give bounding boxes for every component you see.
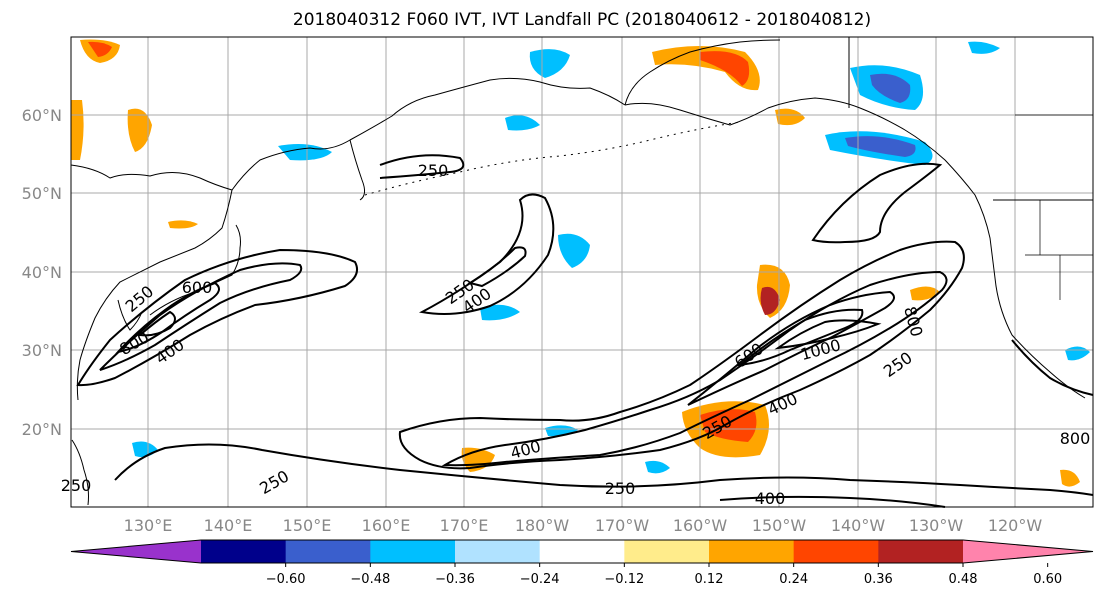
lon-tick-label: 170°W — [595, 516, 650, 535]
coastlines — [70, 37, 1093, 506]
lon-tick-label: 130°E — [124, 516, 173, 535]
colorbar-tick-label: −0.24 — [520, 572, 560, 587]
ivt-contour — [736, 308, 864, 367]
ivt-contour — [137, 310, 176, 337]
ivt-contour — [114, 443, 1094, 496]
pc-patch-positive — [168, 220, 198, 229]
colorbar-tick-label: 0.36 — [864, 572, 893, 587]
lat-tick-label: 60°N — [22, 106, 62, 125]
lat-tick-label: 20°N — [22, 420, 62, 439]
colorbar-cell — [370, 540, 456, 563]
colorbar-extend-max — [963, 540, 1093, 563]
lon-tick-label: 180°W — [515, 516, 570, 535]
colorbar-outline — [70, 539, 1094, 564]
lon-tick-label: 130°W — [909, 516, 964, 535]
alaska-coastline — [624, 97, 1086, 399]
pc-patch-positive — [1060, 469, 1080, 487]
ivt-contour — [811, 162, 943, 244]
colorbar-cell — [539, 540, 625, 563]
colorbar-cell — [878, 540, 964, 563]
korea-coastline — [117, 299, 143, 331]
lat-tick-labels: 60°N 50°N 40°N 30°N 20°N — [22, 106, 62, 439]
us-state-borders — [1015, 114, 1093, 300]
colorbar: −0.60 −0.48 −0.36 −0.24 −0.12 0.12 0.24 0.36 0.4… — [70, 539, 1094, 587]
contour-label: 600 — [182, 278, 213, 297]
colorbar-cell — [201, 540, 287, 563]
lon-tick-label: 170°E — [440, 516, 489, 535]
pc-patch-negative — [278, 144, 332, 161]
pc-patch-negative — [845, 136, 916, 157]
ivt-contour — [1011, 339, 1094, 396]
japan-coastline — [149, 224, 241, 316]
canada-border — [848, 37, 1093, 201]
lon-tick-label: 120°W — [988, 516, 1043, 535]
pc-patch-positive — [775, 108, 805, 126]
colorbar-cell — [285, 540, 371, 563]
contour-label: 250 — [61, 476, 92, 495]
pc-patch-positive — [700, 51, 750, 86]
pc-patch-negative — [558, 233, 590, 268]
taiwan-coastline — [71, 439, 89, 506]
contour-label: 250 — [605, 479, 636, 498]
pc-patch-negative — [505, 115, 540, 131]
pc-patch-negative — [870, 73, 911, 103]
colorbar-tick-label: −0.48 — [350, 572, 390, 587]
ivt-contour — [719, 495, 946, 508]
pc-patch-positive — [760, 286, 780, 315]
contour-label: 800 — [1060, 429, 1091, 448]
graticule — [71, 37, 1093, 507]
colorbar-tick-label: −0.12 — [604, 572, 644, 587]
pc-patch-negative — [645, 460, 670, 474]
colorbar-tick-label: 0.48 — [949, 572, 978, 587]
ivt-contour — [687, 290, 895, 406]
lat-tick-label: 30°N — [22, 341, 62, 360]
ivt-contours — [76, 154, 1094, 508]
lon-tick-label: 140°E — [204, 516, 253, 535]
colorbar-tick-label: −0.60 — [266, 572, 306, 587]
colorbar-cell — [709, 540, 795, 563]
ivt-contour — [379, 154, 465, 179]
lon-tick-label: 160°W — [673, 516, 728, 535]
lon-tick-label: 150°W — [752, 516, 807, 535]
lon-tick-labels: 130°E 140°E 150°E 160°E 170°E 180°W 170°… — [124, 516, 1043, 535]
asia-coastline — [70, 77, 626, 191]
contour-label: 250 — [418, 161, 449, 180]
colorbar-tick-label: −0.36 — [435, 572, 475, 587]
pc-patch-positive — [88, 41, 112, 57]
lat-tick-label: 40°N — [22, 263, 62, 282]
kamchatka-coastline — [349, 139, 366, 201]
ivt-contour — [774, 319, 882, 350]
pc-patch-negative — [480, 304, 520, 321]
pc-patch-positive — [910, 286, 940, 301]
colorbar-tick-label: 0.24 — [779, 572, 808, 587]
ivt-contour — [467, 246, 527, 288]
lon-tick-label: 160°E — [362, 516, 411, 535]
pc-patch-negative — [529, 49, 570, 78]
contour-label: 400 — [755, 489, 786, 508]
colorbar-tick-label: 0.60 — [1033, 572, 1062, 587]
pc-patch-positive — [127, 108, 152, 152]
ivt-contour — [99, 262, 303, 371]
figure-title: 2018040312 F060 IVT, IVT Landfall PC (20… — [293, 10, 871, 30]
pc-patch-negative — [968, 41, 1000, 54]
colorbar-cell — [455, 540, 541, 563]
map-panel: 250 600 250 800 400 250 400 250 400 250 … — [61, 36, 1094, 508]
colorbar-cell — [624, 540, 710, 563]
ivt-contour — [115, 281, 220, 354]
colorbar-extend-min — [71, 540, 201, 563]
alaska-north-outline — [624, 39, 781, 106]
map-frame — [70, 36, 1094, 508]
ivt-contour — [76, 248, 358, 387]
lat-tick-label: 50°N — [22, 184, 62, 203]
colorbar-cells — [70, 539, 1094, 564]
colorbar-cell — [793, 540, 879, 563]
lon-tick-label: 140°W — [831, 516, 886, 535]
lon-tick-label: 150°E — [283, 516, 332, 535]
colorbar-ticks: −0.60 −0.48 −0.36 −0.24 −0.12 0.12 0.24 0.36 0.4… — [266, 563, 1062, 587]
ivt-contour — [398, 240, 965, 470]
colorbar-tick-label: 0.12 — [695, 572, 724, 587]
ivt-contour — [441, 270, 948, 467]
asia-east-coastline — [76, 189, 233, 401]
